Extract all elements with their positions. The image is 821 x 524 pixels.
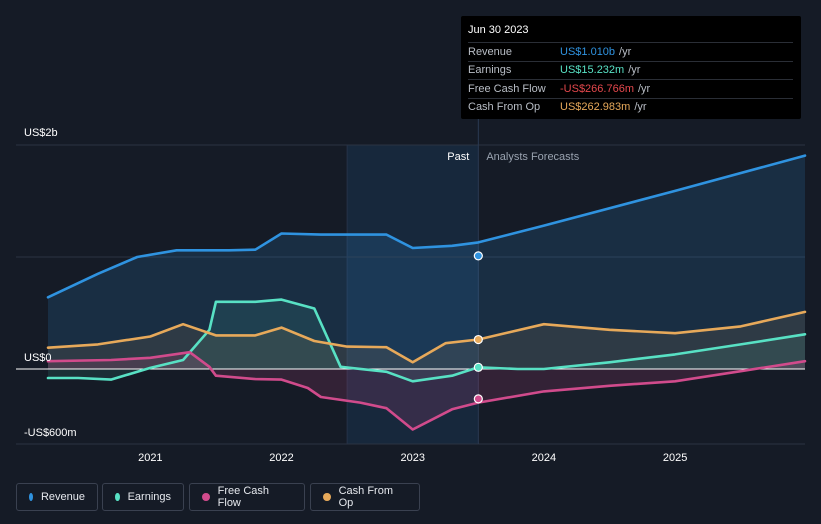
y-label-top: US$2b [24,127,58,139]
legend-label: Free Cash Flow [217,485,270,509]
tooltip-unit: /yr [638,82,651,95]
y-label-bottom: -US$600m [24,427,77,439]
legend-item-earnings[interactable]: Earnings [102,483,184,511]
forecast-label: Analysts Forecasts [486,151,579,163]
past-label: Past [447,151,469,163]
hover-point-revenue [473,251,483,261]
x-tick-label: 2025 [663,452,687,464]
tooltip-unit: /yr [619,45,632,58]
tooltip: Jun 30 2023 Revenue US$1.010b /yr Earnin… [461,16,801,119]
area-earnings [48,299,805,382]
series-line-cash-from-op [46,310,807,364]
area-cash-from-op [48,311,805,369]
hover-point-cash-from-op [473,334,483,345]
tooltip-row-cash-from-op: Cash From Op US$262.983m /yr [468,97,793,117]
hover-point-earnings [473,362,483,372]
tooltip-value: US$15.232m [560,64,625,77]
highlight-region [347,145,479,444]
series-line-revenue [46,154,807,299]
series-line-free-cash-flow [46,350,807,431]
tooltip-value: US$262.983m [560,101,631,114]
hover-point-free-cash-flow [473,394,483,404]
x-tick-label: 2022 [269,452,293,464]
tooltip-unit: /yr [628,64,641,77]
y-label-zero: US$0 [24,352,52,364]
x-tick-label: 2023 [400,452,424,464]
area-revenue [48,155,805,369]
legend-dot-icon [323,493,331,501]
legend-item-cash-from-op[interactable]: Cash From Op [310,483,420,511]
legend-label: Cash From Op [338,485,393,509]
legend-label: Earnings [127,491,171,503]
legend-dot-icon [29,493,33,501]
tooltip-label: Cash From Op [468,101,541,114]
legend-dot-icon [202,493,210,501]
tooltip-row-earnings: Earnings US$15.232m /yr [468,60,793,80]
tooltip-row-revenue: Revenue US$1.010b /yr [468,42,793,61]
x-tick-label: 2021 [138,452,162,464]
x-tick-label: 2024 [532,452,556,464]
legend-item-revenue[interactable]: Revenue [16,483,98,511]
series-line-earnings [46,298,807,383]
legend-label: Revenue [40,491,85,503]
tooltip-label: Free Cash Flow [468,82,546,95]
legend-dot-icon [115,493,120,501]
area-free-cash-flow [48,352,805,430]
tooltip-label: Revenue [468,45,513,58]
tooltip-value: US$1.010b [560,45,616,58]
legend-item-free-cash-flow[interactable]: Free Cash Flow [189,483,305,511]
tooltip-value: -US$266.766m [560,82,634,95]
tooltip-date: Jun 30 2023 [468,24,529,36]
tooltip-label: Earnings [468,64,512,77]
tooltip-row-free-cash-flow: Free Cash Flow -US$266.766m /yr [468,79,793,98]
tooltip-unit: /yr [634,101,647,114]
